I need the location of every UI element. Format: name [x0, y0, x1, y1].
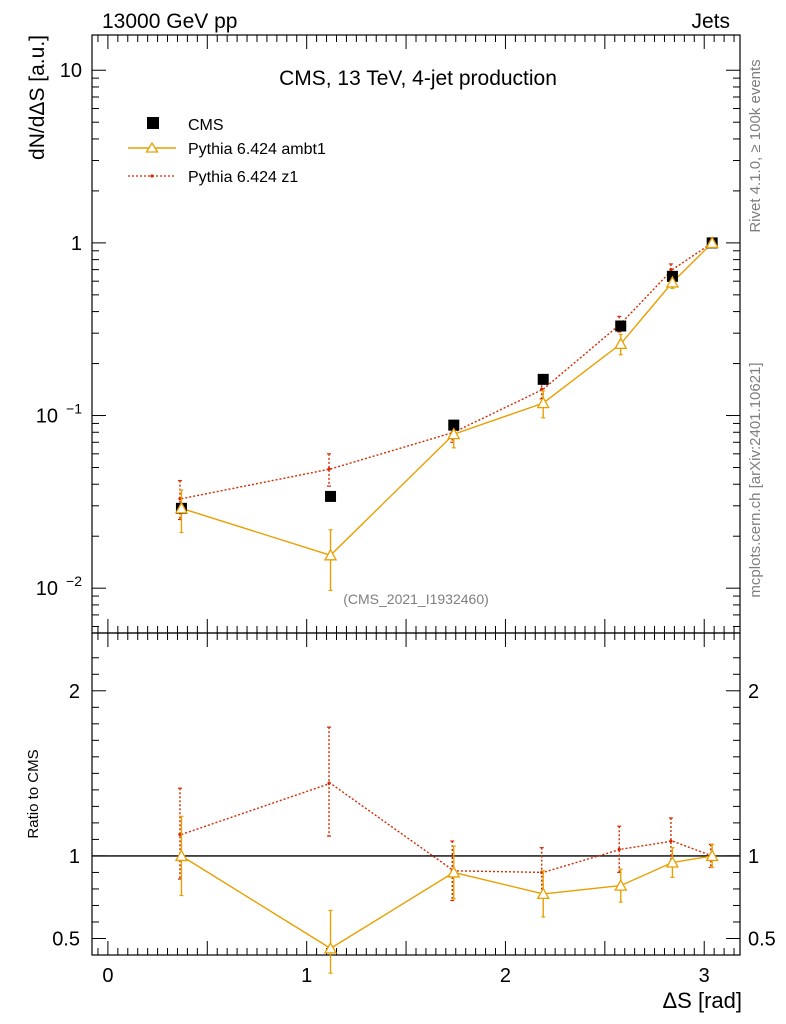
rivet-label: Rivet 4.1.0, ≥ 100k events [747, 59, 764, 232]
ratio-axes: 0 1 2 3 2 2 1 1 0.5 0.5 [52, 633, 776, 987]
y-tick-label: 10 [60, 60, 82, 82]
x-tick-label: 1 [301, 965, 312, 987]
analysis-id-label: (CMS_2021_I1932460) [343, 591, 489, 607]
ambt1-line [181, 242, 713, 557]
x-tick-label: 0 [102, 965, 113, 987]
ambt1-point [536, 396, 550, 409]
ambt1-point [665, 275, 680, 288]
ratio-y-tick-label: 1 [69, 846, 80, 868]
z1-line [181, 242, 713, 500]
ambt1-point [614, 337, 628, 350]
z1-ratio-point [178, 832, 182, 837]
ratio-series [174, 726, 719, 974]
legend-marker-z1 [150, 174, 154, 178]
cms-data-point [615, 320, 627, 332]
main-axes: 10 1 −1 10 −2 10 [36, 35, 740, 633]
source-label: mcplots.cern.ch [arXiv:2401.10621] [747, 362, 764, 597]
ambt1-ratio-point [536, 887, 550, 900]
ambt1-ratio-point [174, 849, 189, 862]
ambt1-point [705, 236, 719, 249]
ambt1-point [323, 548, 338, 561]
energy-label: 13000 GeV pp [102, 10, 237, 33]
legend-label-ambt1: Pythia 6.424 ambt1 [188, 141, 326, 158]
cms-data-point [325, 490, 337, 502]
legend-label-cms: CMS [188, 117, 224, 134]
ratio-y-tick-label-right: 1 [748, 846, 759, 868]
plot-title: CMS, 13 TeV, 4-jet production [279, 67, 557, 90]
z1-ratio-point [669, 839, 673, 843]
y-axis-label: dN/dΔS [a.u.] [26, 35, 49, 160]
ambt1-ratio-point [447, 865, 461, 878]
z1-point [327, 467, 331, 471]
ratio-y-tick-label-right: 2 [748, 681, 759, 703]
ambt1-point [447, 427, 461, 440]
legend-label-z1: Pythia 6.424 z1 [188, 169, 298, 186]
x-tick-label: 3 [699, 965, 710, 987]
z1-point [178, 497, 182, 501]
z1-point [669, 268, 673, 272]
ratio-panel-frame [91, 632, 741, 956]
ratio-y-axis-label: Ratio to CMS [25, 749, 42, 838]
x-axis-label: ΔS [rad] [662, 988, 742, 1013]
ratio-y-tick-label: 2 [69, 681, 80, 703]
legend: CMS Pythia 6.424 ambt1 Pythia 6.424 z1 [128, 117, 326, 186]
legend-marker-cms [147, 117, 159, 129]
cms-data-point [537, 373, 549, 385]
z1-point [540, 387, 544, 391]
y-tick-label-exponent: −2 [66, 573, 82, 589]
category-label: Jets [691, 10, 730, 33]
y-tick-label: 1 [71, 233, 82, 255]
y-tick-label: 10 [36, 406, 58, 428]
ratio-y-tick-label: 0.5 [52, 928, 80, 950]
ambt1-ratio-point [323, 941, 338, 954]
y-tick-label-exponent: −1 [66, 401, 82, 417]
legend-marker-ambt1 [145, 141, 159, 153]
ambt1-ratio-point [705, 849, 719, 862]
z1-ratio-line [181, 782, 713, 874]
cms-data-point [448, 419, 460, 431]
ambt1-ratio-line [181, 855, 713, 950]
main-series [174, 236, 719, 592]
ambt1-point [174, 501, 189, 514]
z1-ratio-point [617, 847, 621, 851]
ambt1-ratio-point [614, 878, 628, 891]
y-tick-label: 10 [36, 578, 58, 600]
x-tick-label: 2 [500, 965, 511, 987]
ratio-y-tick-label-right: 0.5 [748, 928, 776, 950]
ambt1-ratio-point [665, 855, 680, 868]
z1-ratio-point [327, 781, 331, 785]
